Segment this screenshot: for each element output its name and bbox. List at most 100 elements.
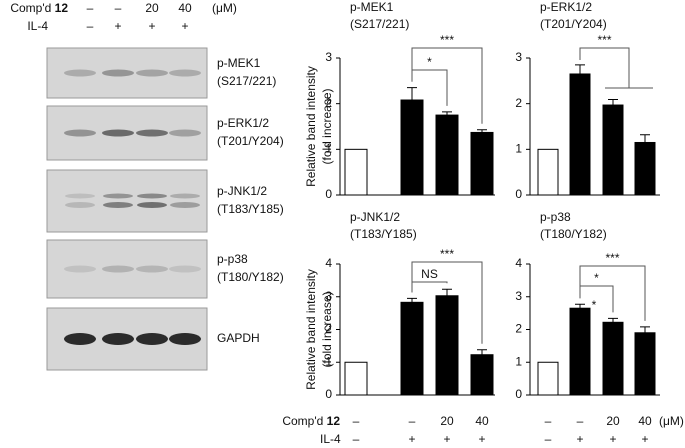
il4-sign: + [114, 19, 121, 33]
band-site: (T183/Y185) [217, 202, 284, 216]
chart-subtitle: (T201/Y204) [540, 17, 607, 31]
band [103, 202, 133, 208]
il4-sign: – [87, 19, 94, 33]
significance: *** [597, 33, 611, 47]
chart-title: p-p38 [540, 210, 571, 224]
band-name: p-p38 [217, 252, 248, 266]
error-bar [442, 111, 452, 116]
dose-label: 20 [145, 1, 159, 15]
dose-label: 40 [475, 414, 489, 428]
y-tick-label: 3 [325, 50, 332, 64]
chart-title: p-JNK1/2 [350, 210, 400, 224]
band-name: p-ERK1/2 [217, 116, 269, 130]
y-axis-label: Relative band intensity [304, 66, 318, 187]
y-tick-label: 3 [515, 50, 522, 64]
chart-title: p-MEK1 [350, 0, 394, 14]
bar [435, 295, 459, 396]
bar [400, 99, 424, 196]
il4-sign: – [353, 432, 360, 446]
dose-label: – [545, 414, 552, 428]
chart-title: p-ERK1/2 [540, 0, 592, 14]
band [65, 193, 95, 199]
significance: * [427, 55, 432, 69]
significance: *** [440, 33, 454, 47]
il4-label: IL-4 [27, 19, 48, 33]
bar [634, 141, 656, 196]
band-name: GAPDH [217, 331, 260, 345]
bar [400, 301, 424, 396]
band [64, 69, 96, 77]
error-bar [575, 303, 585, 309]
compound-name: Comp'd [10, 1, 51, 15]
band [169, 129, 201, 137]
bracket [411, 281, 448, 293]
band [102, 333, 134, 345]
bar [344, 148, 368, 196]
dose-label: 20 [440, 414, 454, 428]
dose-label: 20 [606, 414, 620, 428]
dose-label: 40 [178, 1, 192, 15]
error-bar [640, 326, 650, 333]
band [169, 265, 201, 273]
band [65, 202, 95, 208]
bar [435, 114, 459, 196]
error-bar [477, 129, 487, 133]
band [170, 193, 200, 199]
band-site: (T201/Y204) [217, 134, 284, 148]
bar [602, 104, 624, 196]
y-tick-label: 4 [325, 256, 332, 270]
y-tick-label: 1 [515, 142, 522, 156]
unit-label: (μM) [659, 414, 684, 428]
blot-panel [46, 169, 208, 233]
bar [344, 361, 368, 396]
y-axis-label: Relative band intensity [304, 269, 318, 390]
y-tick-label: 3 [325, 289, 332, 303]
significance: * [592, 298, 597, 312]
band [136, 333, 168, 345]
band [169, 69, 201, 77]
y-tick-label: 2 [325, 322, 332, 336]
bar [569, 73, 591, 196]
y-tick-label: 0 [515, 387, 522, 401]
compound-id: 12 [55, 1, 69, 15]
significance: *** [440, 247, 454, 261]
y-tick-label: 0 [515, 187, 522, 201]
error-bar [477, 349, 487, 355]
significance: * [594, 271, 599, 285]
band [170, 202, 200, 208]
error-bar [608, 99, 618, 106]
il4-sign: + [148, 19, 155, 33]
dose-label: – [115, 1, 122, 15]
y-tick-label: 2 [325, 96, 332, 110]
band [64, 265, 96, 273]
il4-sign: + [641, 432, 648, 446]
y-tick-label: 1 [515, 354, 522, 368]
il4-sign: – [545, 432, 552, 446]
band [102, 129, 134, 137]
error-bar [407, 297, 417, 303]
il4-sign: + [609, 432, 616, 446]
il4-sign: + [443, 432, 450, 446]
band [102, 69, 134, 77]
il4-label: IL-4 [320, 432, 341, 446]
band [169, 333, 201, 345]
band [136, 265, 168, 273]
y-tick-label: 0 [325, 187, 332, 201]
band-name: p-JNK1/2 [217, 184, 267, 198]
compound-name: Comp'd [282, 414, 323, 428]
band [137, 202, 167, 208]
compound-label: Comp'd 12 [282, 414, 340, 428]
bar [470, 131, 494, 196]
band [137, 193, 167, 199]
dose-label: – [87, 1, 94, 15]
unit-label: (μM) [212, 1, 237, 15]
compound-id: 12 [327, 414, 341, 428]
chart-subtitle: (T183/Y185) [350, 227, 417, 241]
error-bar [608, 317, 618, 323]
y-axis-label: (fold increase) [320, 291, 334, 367]
bar [470, 354, 494, 396]
bar [569, 307, 591, 396]
dose-label: – [353, 414, 360, 428]
il4-sign: + [181, 19, 188, 33]
band [64, 333, 96, 345]
